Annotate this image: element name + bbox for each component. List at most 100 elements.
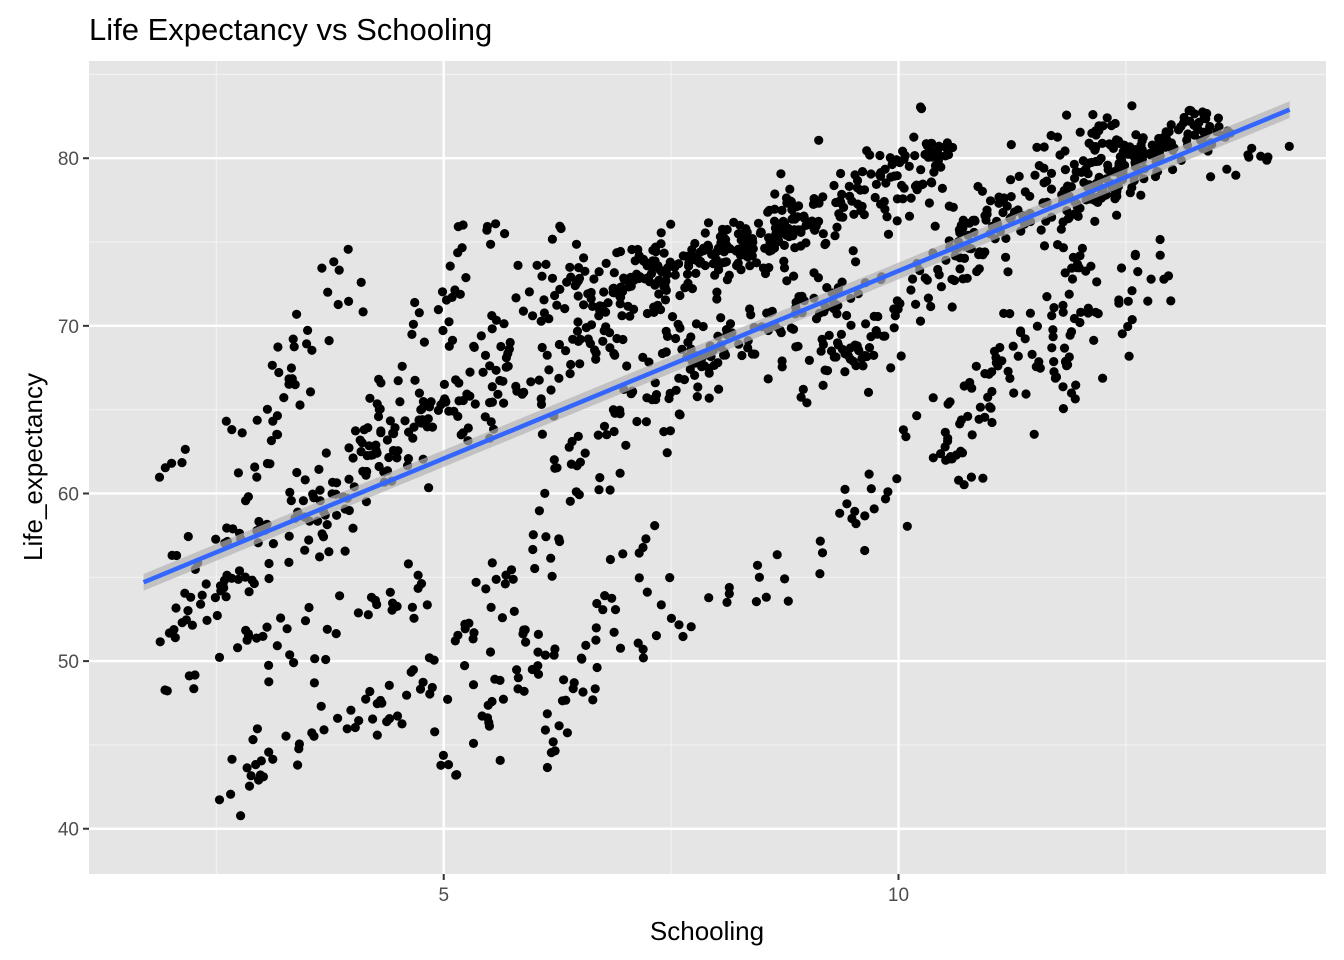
data-point — [779, 256, 789, 266]
data-point — [634, 573, 644, 583]
data-point — [487, 324, 497, 334]
data-point — [591, 635, 601, 645]
data-point — [162, 686, 172, 696]
data-point — [221, 592, 231, 602]
data-point — [745, 304, 755, 314]
data-point — [653, 261, 663, 271]
data-point — [818, 380, 828, 390]
data-point — [300, 616, 311, 626]
data-point — [243, 631, 254, 641]
data-point — [491, 574, 501, 585]
data-point — [722, 275, 733, 285]
data-point — [732, 260, 742, 271]
data-point — [1125, 188, 1135, 198]
data-point — [983, 392, 993, 402]
data-point — [481, 584, 491, 594]
data-point — [561, 695, 571, 705]
data-point — [476, 331, 486, 341]
data-point — [485, 361, 495, 371]
data-point — [404, 427, 414, 437]
data-point — [222, 523, 232, 533]
data-point — [491, 365, 501, 375]
data-point — [1067, 263, 1077, 273]
data-point — [273, 342, 283, 352]
data-point — [747, 349, 758, 359]
data-point — [534, 506, 545, 516]
data-point — [1063, 214, 1073, 224]
data-point — [348, 523, 358, 533]
data-point — [289, 342, 299, 352]
data-point — [444, 317, 454, 327]
data-point — [439, 379, 449, 389]
data-point — [600, 591, 610, 601]
data-point — [912, 411, 922, 421]
data-point — [498, 694, 508, 704]
data-point — [495, 755, 505, 766]
data-point — [552, 300, 562, 310]
data-point — [770, 223, 781, 233]
data-point — [651, 394, 661, 405]
data-point — [295, 400, 305, 410]
data-point — [748, 244, 758, 254]
data-point — [1137, 145, 1147, 155]
data-point — [928, 453, 938, 463]
data-point — [370, 595, 380, 605]
data-point — [830, 231, 840, 241]
data-point — [899, 154, 909, 164]
data-point — [660, 295, 671, 305]
data-point — [256, 756, 266, 766]
data-point — [601, 307, 611, 317]
data-point — [353, 608, 363, 618]
data-point — [555, 536, 565, 547]
data-point — [1070, 394, 1080, 404]
data-point — [265, 459, 275, 469]
data-point — [1039, 178, 1049, 188]
data-point — [537, 271, 547, 281]
data-point — [770, 204, 780, 214]
data-point — [307, 728, 317, 738]
data-point — [335, 591, 345, 601]
data-point — [324, 547, 334, 557]
data-point — [511, 293, 521, 303]
data-point — [1046, 168, 1057, 178]
data-point — [780, 574, 790, 584]
data-point — [1006, 175, 1016, 185]
data-point — [779, 263, 790, 273]
data-point — [509, 606, 519, 617]
data-point — [674, 373, 684, 383]
data-point — [975, 402, 986, 412]
data-point — [300, 475, 310, 485]
data-point — [1005, 373, 1015, 383]
data-point — [999, 194, 1009, 205]
data-point — [594, 267, 604, 277]
data-point — [777, 205, 787, 215]
data-point — [331, 629, 341, 639]
data-point — [566, 359, 576, 370]
data-point — [293, 760, 303, 770]
data-point — [770, 189, 780, 199]
data-point — [346, 705, 356, 715]
data-point — [1062, 110, 1072, 120]
data-point — [513, 673, 523, 683]
data-point — [627, 244, 637, 255]
data-point — [1071, 166, 1081, 177]
data-point — [438, 325, 448, 336]
data-point — [609, 268, 619, 278]
data-point — [264, 660, 274, 671]
data-point — [763, 374, 773, 384]
data-point — [853, 199, 863, 209]
data-point — [252, 472, 262, 482]
data-point — [451, 770, 461, 780]
data-point — [262, 622, 272, 632]
data-point — [1143, 296, 1153, 306]
data-point — [486, 239, 496, 249]
data-point — [177, 458, 187, 468]
data-point — [307, 345, 317, 355]
data-point — [171, 603, 181, 613]
data-point — [343, 244, 353, 254]
data-point — [666, 219, 676, 229]
data-point — [315, 552, 325, 562]
data-point — [752, 560, 763, 570]
data-point — [1173, 125, 1184, 135]
data-point — [455, 289, 465, 299]
